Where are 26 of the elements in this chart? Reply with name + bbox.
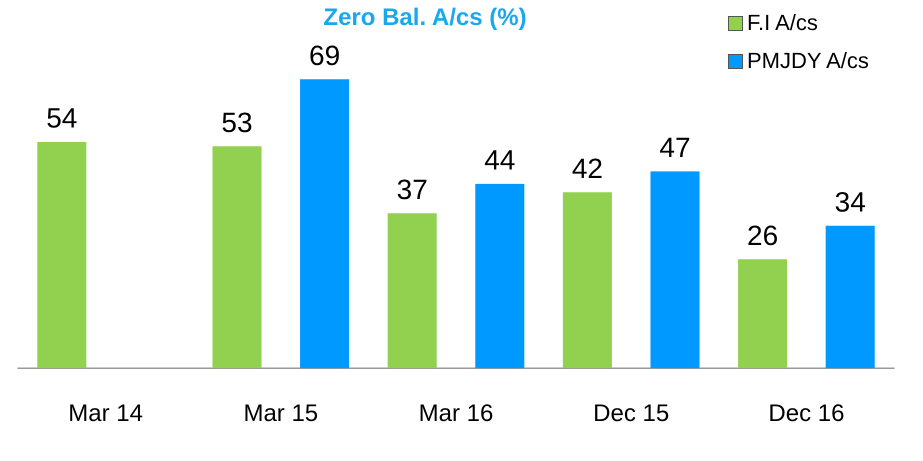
bar (300, 79, 350, 368)
legend-label: F.I A/cs (747, 10, 818, 36)
bar (212, 146, 262, 368)
data-label: 37 (396, 174, 428, 205)
bar (475, 184, 524, 368)
data-label: 47 (659, 132, 691, 164)
data-label: 53 (221, 106, 253, 138)
bar (650, 171, 700, 368)
bar (388, 213, 437, 368)
data-label: 26 (747, 220, 778, 252)
x-tick-label: Mar 15 (243, 400, 318, 428)
bar (37, 142, 86, 368)
data-label: 34 (834, 186, 866, 218)
x-tick-label: Dec 15 (593, 400, 670, 428)
data-label: 42 (572, 153, 603, 184)
bar (826, 226, 875, 368)
chart-title: Zero Bal. A/cs (%) (322, 4, 528, 32)
data-label: 54 (46, 102, 78, 134)
x-tick-label: Mar 16 (418, 400, 494, 428)
x-tick-label: Dec 16 (768, 400, 844, 428)
legend-label: PMJDY A/cs (747, 48, 869, 74)
bar (562, 192, 612, 368)
data-label: 69 (309, 40, 340, 71)
data-label: 44 (484, 144, 516, 176)
bar (738, 259, 788, 368)
x-tick-label: Mar 14 (68, 400, 143, 428)
